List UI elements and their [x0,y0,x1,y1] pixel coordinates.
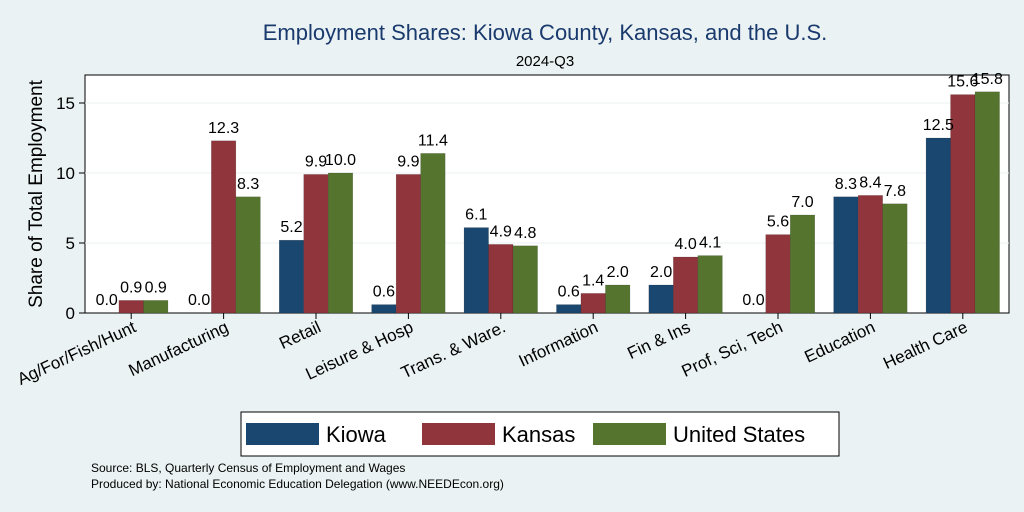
x-tick-label-ag-for-fish-hunt: Ag/For/Fish/Hunt [14,317,139,389]
value-label-kiowa-fin-ins: 2.0 [650,264,672,281]
x-tick-label-information: Information [516,317,601,370]
x-tick-label-retail: Retail [276,317,323,353]
bar-united-states-leisure-hosp [420,153,446,314]
chart-subtitle: 2024-Q3 [516,53,574,70]
value-label-kiowa-ag-for-fish-hunt: 0.0 [96,292,118,309]
bar-kiowa-health-care [925,137,951,314]
value-label-united-states-health-care: 15.8 [972,71,1003,88]
value-label-kiowa-trans-ware: 6.1 [465,207,487,224]
value-label-united-states-ag-for-fish-hunt: 0.9 [145,279,167,296]
value-label-kansas-information: 1.4 [582,272,604,289]
x-tick-label-fin-ins: Fin & Ins [624,317,693,363]
value-label-kiowa-information: 0.6 [558,284,580,301]
value-label-united-states-leisure-hosp: 11.4 [418,132,448,149]
bar-united-states-fin-ins [697,255,723,314]
y-tick-label: 10 [56,164,75,183]
source-note: Source: BLS, Quarterly Census of Employm… [91,461,405,475]
bar-united-states-trans-ware [512,245,538,314]
legend-swatch-kiowa [246,423,319,445]
y-axis-label: Share of Total Employment [26,79,47,307]
bar-united-states-health-care [974,91,1000,314]
chart-title: Employment Shares: Kiowa County, Kansas,… [263,20,828,45]
value-label-kansas-fin-ins: 4.0 [674,236,696,253]
x-tick-label-trans-ware: Trans. & Ware. [398,317,508,382]
y-tick-label: 15 [56,94,75,113]
value-label-united-states-fin-ins: 4.1 [699,235,721,252]
value-label-kiowa-prof-sci-tech: 0.0 [742,292,764,309]
legend-swatch-kansas [422,423,495,445]
bar-kansas-information [580,293,606,314]
bar-united-states-prof-sci-tech [790,214,815,314]
x-tick-label-health-care: Health Care [880,317,970,373]
bars [118,91,1000,314]
legend-label-united-states: United States [673,422,805,447]
bar-kansas-fin-ins [673,256,699,314]
bar-united-states-retail [328,172,353,314]
bar-kiowa-information [556,304,582,314]
value-label-kansas-manufacturing: 12.3 [208,120,239,137]
bar-united-states-ag-for-fish-hunt [143,300,169,314]
value-labels: 0.00.9 0.90.012.38.35.29.910.00.69.911.46… [96,71,1003,309]
bar-united-states-information [605,284,631,314]
value-label-kansas-ag-for-fish-hunt: 0.9 [120,279,142,296]
value-label-united-states-information: 2.0 [607,264,629,281]
bar-kiowa-leisure-hosp [371,304,397,314]
value-label-kiowa-retail: 5.2 [280,219,302,236]
value-label-united-states-prof-sci-tech: 7.0 [791,194,813,211]
produced-by-note: Produced by: National Economic Education… [91,477,504,491]
value-label-kansas-health-care: 15.6 [947,74,978,91]
bar-kiowa-fin-ins [648,284,674,314]
bar-kansas-education [857,195,883,314]
legend-label-kiowa: Kiowa [326,422,387,447]
value-label-united-states-retail: 10.0 [325,152,356,169]
y-tick-label: 5 [66,234,75,253]
value-label-kiowa-leisure-hosp: 0.6 [373,284,395,301]
bar-kansas-leisure-hosp [395,174,421,314]
x-tick-label-prof-sci-tech: Prof, Sci, Tech [679,317,786,380]
value-label-united-states-manufacturing: 8.3 [237,176,259,193]
value-label-united-states-education: 7.8 [884,183,906,200]
bar-kansas-ag-for-fish-hunt [118,300,144,314]
bar-united-states-education [882,203,908,314]
bar-kansas-trans-ware [488,244,514,314]
value-label-kansas-education: 8.4 [859,174,881,191]
bar-kansas-retail [303,174,329,314]
x-tick-label-manufacturing: Manufacturing [126,317,232,380]
y-tick-label: 0 [66,304,75,323]
x-tick-label-education: Education [802,317,879,366]
bar-kansas-manufacturing [211,140,237,314]
bar-kansas-prof-sci-tech [765,234,791,314]
value-label-kansas-prof-sci-tech: 5.6 [767,214,789,231]
value-label-kansas-retail: 9.9 [305,153,327,170]
bar-kiowa-retail [279,239,304,314]
value-label-kiowa-education: 8.3 [835,176,857,193]
value-label-kansas-trans-ware: 4.9 [490,223,512,240]
bar-kansas-health-care [950,94,976,314]
bar-united-states-manufacturing [235,196,261,314]
value-label-kiowa-manufacturing: 0.0 [188,292,210,309]
value-label-kiowa-health-care: 12.5 [923,117,954,134]
legend-swatch-united-states [593,423,666,445]
value-label-kansas-leisure-hosp: 9.9 [397,153,419,170]
legend-box [240,411,840,457]
y-axis: 0 5 10 15 [56,94,85,323]
bar-kiowa-trans-ware [463,227,489,314]
value-label-united-states-trans-ware: 4.8 [514,225,536,242]
legend: Kiowa Kansas United States [240,411,840,457]
bar-kiowa-education [833,196,859,314]
legend-label-kansas: Kansas [502,422,575,447]
